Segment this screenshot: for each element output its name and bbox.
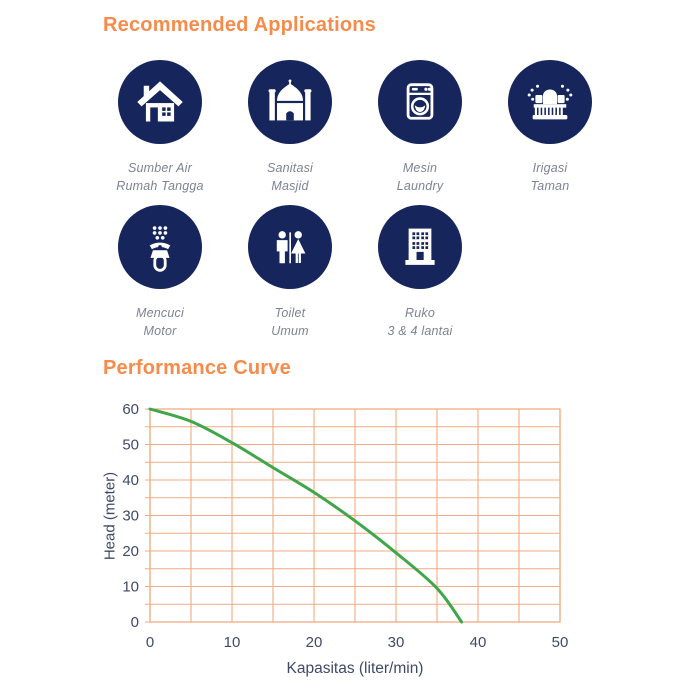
svg-text:50: 50 [552,634,569,651]
application-item-ruko: Ruko 3 & 4 lantai [355,205,485,341]
mosque-icon [248,60,332,144]
application-label: Toilet Umum [271,306,309,338]
house-icon [118,60,202,144]
svg-text:20: 20 [306,634,323,651]
applications-row-1: Sumber Air Rumah Tangga [95,60,615,196]
svg-text:0: 0 [146,634,154,651]
application-item-irigasi-taman: Irigasi Taman [485,60,615,196]
restroom-icon [248,205,332,289]
application-label: Irigasi Taman [530,161,570,193]
application-label: Mencuci Motor [136,306,184,338]
application-label: Sumber Air Rumah Tangga [116,161,204,193]
application-item-mesin-laundry: Mesin Laundry [355,60,485,196]
svg-text:10: 10 [224,634,241,651]
washing-machine-icon [378,60,462,144]
application-item-sanitasi-masjid: Sanitasi Masjid [225,60,355,196]
svg-text:40: 40 [470,634,487,651]
performance-chart-svg: 0 10 20 30 40 50 60 0 10 20 30 40 50 [122,401,569,651]
applications-heading: Recommended Applications [103,14,376,36]
svg-text:10: 10 [122,579,139,596]
x-axis-title: Kapasitas (liter/min) [286,660,424,677]
y-axis-title: Head (meter) [101,471,119,561]
application-label: Sanitasi Masjid [266,161,314,193]
building-icon [378,205,462,289]
svg-text:60: 60 [122,401,139,418]
svg-text:50: 50 [122,437,139,454]
svg-text:30: 30 [388,634,405,651]
svg-text:0: 0 [131,614,139,631]
scooter-icon [118,205,202,289]
performance-chart: 0 10 20 30 40 50 60 0 10 20 30 40 50 Head (meter) Ka… [93,395,673,695]
application-item-toilet-umum: Toilet Umum [225,205,355,341]
application-item-mencuci-motor: Mencuci Motor [95,205,225,341]
application-item-sumber-air: Sumber Air Rumah Tangga [95,60,225,196]
svg-text:40: 40 [122,472,139,489]
svg-text:20: 20 [122,543,139,560]
application-label: Ruko 3 & 4 lantai [387,306,453,338]
sprinkler-icon [508,60,592,144]
performance-heading: Performance Curve [103,357,291,379]
svg-text:30: 30 [122,508,139,525]
applications-row-2: Mencuci Motor Toilet Umum [95,205,485,341]
application-label: Mesin Laundry [396,161,444,193]
